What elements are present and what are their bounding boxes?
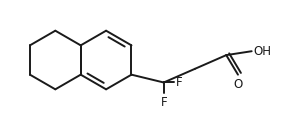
Text: F: F (160, 96, 167, 109)
Text: F: F (175, 76, 182, 89)
Text: O: O (233, 78, 242, 91)
Text: OH: OH (253, 45, 272, 58)
